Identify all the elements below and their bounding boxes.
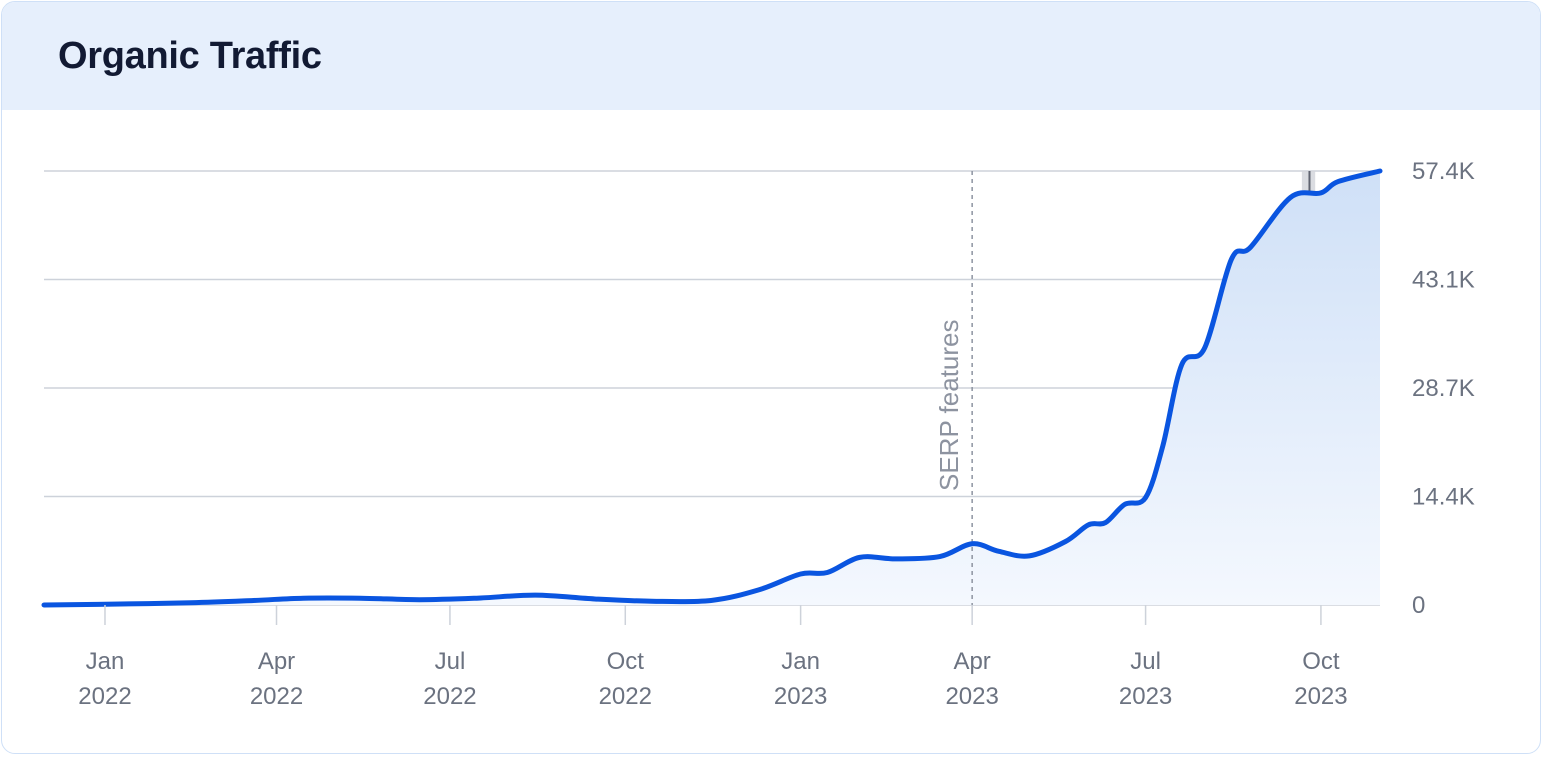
y-tick-label: 0 [1412,592,1425,619]
traffic-series-line [41,168,1383,608]
x-tick-month: Jan [86,648,125,675]
x-tick-month: Jul [1130,648,1161,675]
x-tick-month: Oct [1302,648,1340,675]
y-tick-label: 43.1K [1412,267,1475,294]
serp-features-label: SERP features [934,319,964,491]
card-title: Organic Traffic [58,34,322,77]
annotation-layer: SERP features [934,171,973,605]
x-tick-month: Jan [781,648,820,675]
x-tick-month: Apr [953,648,990,675]
x-tick-month: Apr [258,648,295,675]
x-axis-ticks: Jan 2022 Apr 2022 Jul 2022 Oct 2022 Jan 2023 Apr 20… [78,605,1348,710]
series-line-layer [41,168,1383,608]
x-tick-year: 2023 [1119,683,1172,710]
x-tick-year: 2022 [599,683,652,710]
x-tick-month: Oct [607,648,645,675]
area-fill [44,171,1380,605]
x-tick-year: 2023 [945,683,998,710]
x-tick-year: 2023 [1294,683,1347,710]
y-tick-label: 28.7K [1412,375,1475,402]
card-header: Organic Traffic [2,2,1540,110]
y-tick-label: 14.4K [1412,484,1475,511]
x-tick-year: 2022 [78,683,131,710]
y-axis-ticks: 0 14.4K 28.7K 43.1K 57.4K [1412,158,1475,619]
x-tick-month: Jul [435,648,466,675]
y-tick-label: 57.4K [1412,158,1475,185]
x-tick-year: 2022 [423,683,476,710]
area-fill-layer [44,171,1380,605]
x-tick-year: 2023 [774,683,827,710]
x-tick-year: 2022 [250,683,303,710]
